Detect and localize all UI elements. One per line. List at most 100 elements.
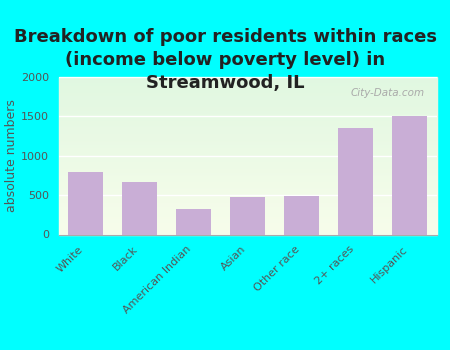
Bar (58, 82, 436, 83)
Bar (58, 100, 436, 101)
Bar (58, 86, 436, 87)
Bar (58, 149, 436, 150)
Bar (58, 112, 436, 113)
Bar (58, 139, 436, 140)
Bar (58, 103, 436, 104)
Bar (58, 194, 436, 195)
Bar (58, 136, 436, 137)
Bar (58, 101, 436, 102)
Bar (58, 199, 436, 200)
Bar (58, 229, 436, 230)
Bar (58, 134, 436, 135)
Bar (58, 118, 436, 119)
Bar (58, 128, 436, 129)
Text: Breakdown of poor residents within races
(income below poverty level) in
Streamw: Breakdown of poor residents within races… (14, 28, 436, 92)
Bar (58, 191, 436, 192)
Bar (58, 214, 436, 215)
Bar (58, 140, 436, 141)
Bar (58, 176, 436, 177)
Bar (58, 145, 436, 146)
Bar (58, 117, 436, 118)
Bar (58, 160, 436, 161)
Bar (58, 116, 436, 117)
Bar (58, 95, 436, 96)
Bar (58, 102, 436, 103)
Bar (58, 135, 436, 136)
Bar (58, 138, 436, 139)
Bar (58, 130, 436, 131)
Bar (58, 218, 436, 219)
Bar (58, 83, 436, 84)
Bar (58, 230, 436, 231)
Bar (58, 158, 436, 159)
Bar (58, 233, 436, 234)
Bar (58, 231, 436, 232)
Bar (58, 146, 436, 147)
Bar (122, 182, 157, 234)
Bar (58, 226, 436, 227)
Bar (58, 153, 436, 154)
Bar (58, 212, 436, 213)
Bar (58, 225, 436, 226)
Bar (58, 121, 436, 122)
Bar (68, 172, 103, 234)
Y-axis label: absolute numbers: absolute numbers (5, 99, 18, 212)
Bar (58, 77, 436, 78)
Bar (58, 142, 436, 143)
Bar (58, 126, 436, 127)
Bar (58, 202, 436, 203)
Bar (58, 123, 436, 124)
Bar (58, 178, 436, 179)
Bar (58, 180, 436, 181)
Bar (58, 109, 436, 110)
Bar (58, 107, 436, 108)
Bar (58, 133, 436, 134)
Bar (58, 110, 436, 111)
Bar (58, 224, 436, 225)
Bar (58, 200, 436, 201)
Bar (58, 119, 436, 120)
Bar (58, 125, 436, 126)
Bar (58, 148, 436, 149)
Bar (58, 211, 436, 212)
Bar (58, 115, 436, 116)
Bar (58, 88, 436, 89)
Bar (58, 87, 436, 88)
Bar (58, 210, 436, 211)
Bar (58, 170, 436, 171)
Bar (58, 96, 436, 97)
Bar (58, 93, 436, 94)
Bar (58, 132, 436, 133)
Bar (58, 227, 436, 228)
Bar (58, 222, 436, 223)
Bar (58, 186, 436, 187)
Bar (58, 164, 436, 165)
Bar (58, 106, 436, 107)
Bar (58, 172, 436, 173)
Bar (58, 150, 436, 151)
Bar (58, 81, 436, 82)
Bar (58, 175, 436, 176)
Bar (58, 144, 436, 145)
Bar (58, 190, 436, 191)
Bar (58, 161, 436, 162)
Bar (58, 114, 436, 115)
Bar (58, 80, 436, 81)
Bar (58, 195, 436, 196)
Bar (58, 90, 436, 91)
Bar (58, 206, 436, 207)
Bar (58, 232, 436, 233)
Bar (58, 89, 436, 90)
Bar (176, 209, 211, 235)
Bar (58, 208, 436, 209)
Bar (58, 154, 436, 155)
Bar (58, 143, 436, 144)
Bar (58, 165, 436, 166)
Bar (58, 124, 436, 125)
Bar (58, 184, 436, 185)
Bar (58, 159, 436, 160)
Bar (58, 221, 436, 222)
Bar (58, 205, 436, 206)
Bar (58, 155, 436, 156)
Bar (58, 207, 436, 208)
